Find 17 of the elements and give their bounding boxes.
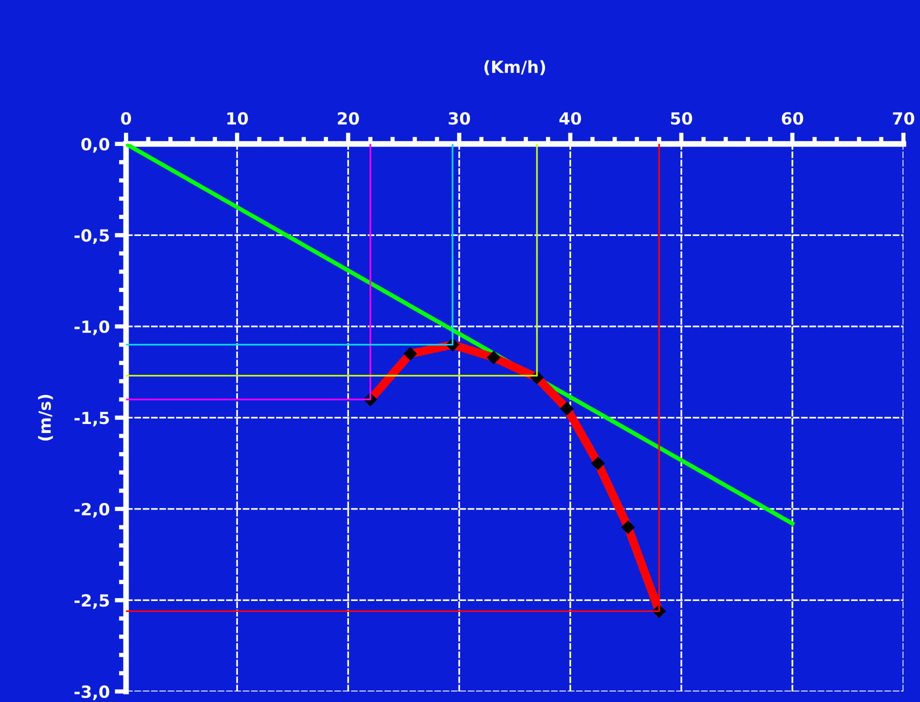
- y-tick-label: -1,0: [74, 320, 110, 336]
- x-tick-label: 40: [559, 112, 582, 125]
- x-tick-label: 30: [448, 112, 470, 125]
- x-axis-title: (Km/h): [484, 60, 546, 76]
- x-tick-label: 50: [671, 112, 692, 125]
- x-tick-label: 70: [892, 112, 914, 125]
- y-tick-label: -2,0: [74, 502, 110, 518]
- y-tick-label: -0,5: [74, 229, 109, 244]
- x-tick-label: 60: [782, 112, 804, 125]
- x-tick-label: 20: [338, 112, 359, 125]
- y-tick-label: 0,0: [81, 138, 110, 153]
- y-tick-label: -2,5: [74, 594, 109, 609]
- y-tick-label: -3,0: [74, 685, 110, 700]
- y-tick-label: -1,5: [74, 412, 109, 426]
- x-tick-label: 10: [227, 112, 248, 125]
- y-axis-title: (m/s): [38, 394, 53, 441]
- x-tick-label: 0: [121, 112, 132, 125]
